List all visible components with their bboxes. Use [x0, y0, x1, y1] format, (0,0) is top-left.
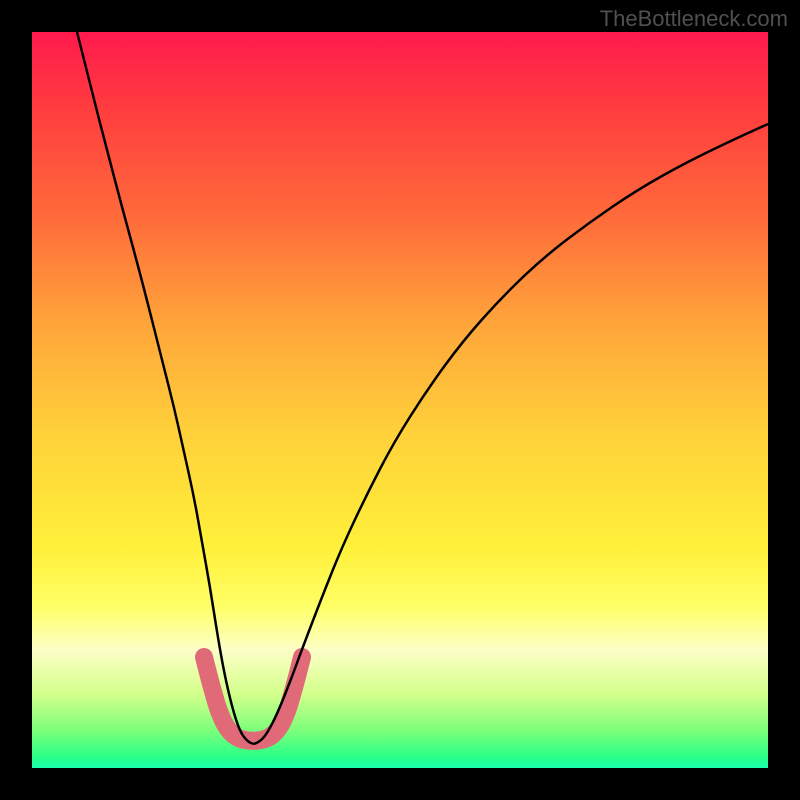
curve-right: [254, 124, 768, 744]
u-shape-highlight: [204, 657, 302, 741]
curves-layer: [32, 32, 768, 768]
plot-area: [32, 32, 768, 768]
watermark-text: TheBottleneck.com: [600, 6, 788, 32]
curve-left: [77, 32, 254, 744]
